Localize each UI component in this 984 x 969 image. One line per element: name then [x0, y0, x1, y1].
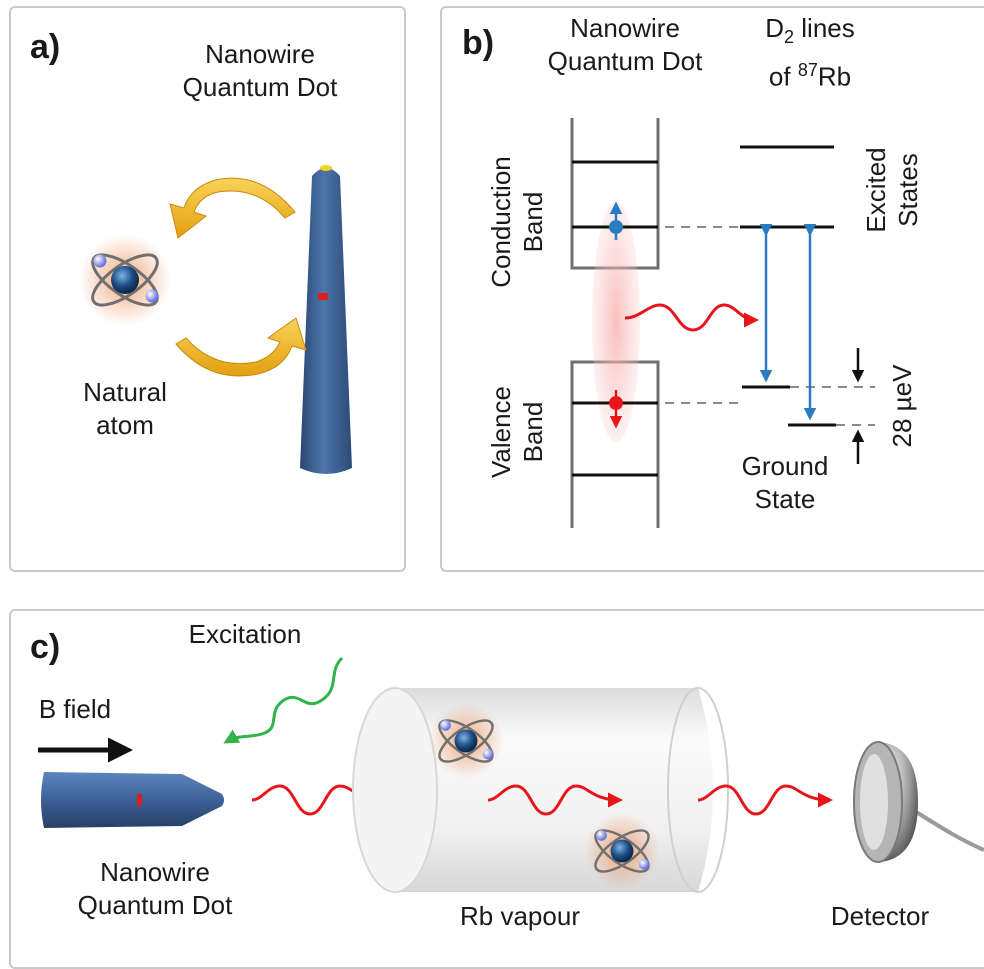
panel-c-atom-2	[583, 812, 661, 890]
conduction-line2: Band	[518, 191, 548, 253]
panel-c-vapour-label: Rb vapour	[460, 901, 580, 931]
panel-c-excitation-photon	[223, 656, 344, 744]
panel-b	[440, 6, 984, 572]
panel-b-hole	[609, 390, 623, 429]
rb-title-d: D	[765, 13, 785, 43]
panel-b-exciton-cloud	[592, 202, 640, 442]
panel-a-exchange-arrows	[169, 177, 307, 377]
panel-a-qd-title: Nanowire Quantum Dot	[160, 38, 360, 104]
rb-title-of: of	[768, 61, 798, 92]
panel-c-photon-2	[487, 784, 623, 816]
panel-b-excited-label: Excited States	[860, 130, 924, 250]
panel-b-photon	[624, 303, 759, 332]
conduction-line1: Conduction	[486, 156, 516, 288]
panel-a-atom	[77, 232, 173, 328]
panel-b-rb-title-line2: of 87Rb	[735, 54, 885, 94]
panel-a-atom-label-line2: atom	[96, 410, 154, 440]
panel-c-photon-1	[251, 784, 388, 816]
rb-title-rb: Rb	[817, 61, 852, 92]
panel-b-electron	[609, 201, 623, 240]
rb-title-lines: lines	[794, 13, 855, 43]
panel-b-rb-title: D2 lines of 87Rb	[735, 12, 885, 94]
panel-b-rb-levels	[740, 145, 836, 427]
panel-a-nanowire	[300, 165, 352, 474]
panel-a-atom-label-line1: Natural	[83, 377, 167, 407]
rb-title-sup: 87	[797, 60, 818, 81]
panel-c-rb-cell	[352, 687, 729, 893]
excited-line2: States	[893, 153, 923, 227]
panel-c-qd-label: Nanowire Quantum Dot	[50, 856, 260, 922]
panel-c-bfield-label: B field	[38, 694, 112, 724]
panel-a-atom-label: Natural atom	[50, 376, 200, 442]
panel-c-label: c)	[30, 628, 61, 666]
panel-a-qd-title-line2: Quantum Dot	[182, 72, 338, 102]
panel-b-label: b)	[462, 24, 495, 62]
valence-line1: Valence	[486, 385, 516, 479]
panel-a-label: a)	[30, 28, 61, 66]
panel-b-qd-title-line1: Nanowire	[570, 13, 680, 43]
panel-c-photon-3	[697, 784, 833, 816]
excited-line1: Excited	[861, 147, 891, 233]
panel-c-qd-line1: Nanowire	[100, 857, 210, 887]
ground-line1: Ground	[741, 451, 829, 481]
panel-b-qd-title: Nanowire Quantum Dot	[520, 12, 730, 78]
panel-c-excitation-label: Excitation	[188, 619, 302, 649]
panel-b-conduction-label: Conduction Band	[485, 137, 549, 307]
panel-c-nanowire	[41, 772, 224, 828]
panel-b-transitions	[759, 224, 817, 421]
panel-c-atom-1	[427, 702, 505, 780]
panel-c-qd-line2: Quantum Dot	[77, 890, 233, 920]
panel-b-dashed-links	[665, 226, 875, 426]
panel-c-detector	[853, 741, 984, 863]
valence-line2: Band	[518, 401, 548, 463]
panel-a-qd-title-line1: Nanowire	[205, 39, 315, 69]
panel-b-ground-label: Ground State	[710, 450, 860, 516]
rb-title-sub: 2	[784, 27, 795, 48]
panel-c-detector-label: Detector	[830, 901, 930, 931]
panel-b-qd-title-line2: Quantum Dot	[547, 46, 703, 76]
panel-b-splitting-label: 28 µeV	[887, 364, 917, 448]
panel-b-valence-label: Valence Band	[485, 367, 549, 497]
panel-b-rb-title-line1: D2 lines	[735, 12, 885, 54]
ground-line2: State	[754, 484, 816, 514]
